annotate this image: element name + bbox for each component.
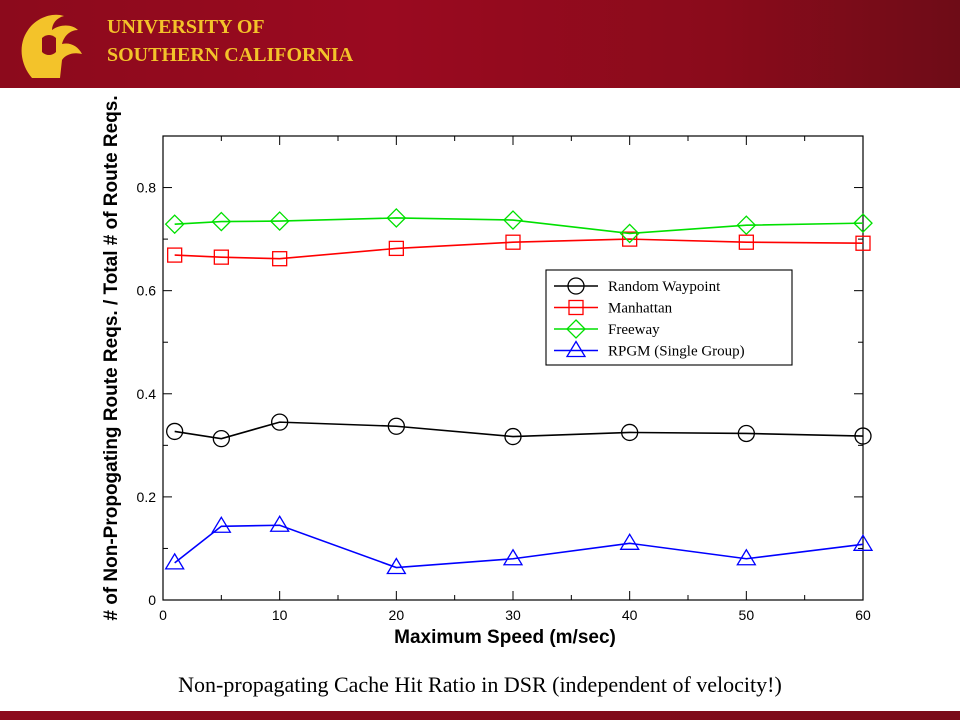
data-point [504, 427, 522, 446]
data-point [212, 429, 230, 448]
data-point [211, 516, 232, 533]
data-point [619, 533, 640, 550]
series-line [174, 217, 864, 235]
data-point [164, 552, 185, 570]
data-point [388, 240, 404, 257]
data-point [269, 514, 290, 532]
data-point [621, 423, 639, 442]
x-tick-label: 60 [855, 607, 871, 623]
x-tick-label: 30 [505, 607, 521, 623]
legend-label: Random Waypoint [608, 279, 721, 295]
line-chart: 0 10 20 30 40 50 60 0 0.2 0.4 0.6 0.8 Random Waypoi… [101, 95, 874, 648]
data-point [271, 413, 289, 431]
x-tick-label: 0 [159, 607, 167, 623]
y-axis-label: # of Non-Propogating Route Reqs. / Total… [101, 95, 122, 620]
legend-entry: Random Waypoint [554, 277, 721, 295]
data-point [737, 424, 755, 443]
series-rpgm-single-group [164, 514, 874, 575]
series-random-waypoint [166, 413, 872, 448]
trojan-helmet-icon [21, 14, 82, 78]
series-freeway [164, 208, 873, 244]
university-name-line1: UNIVERSITY OF [107, 16, 265, 38]
y-tick-label: 0.6 [137, 283, 157, 299]
university-name-line2: SOUTHERN CALIFORNIA [107, 44, 354, 66]
data-point [272, 251, 288, 267]
series-line [174, 238, 864, 260]
y-tick-label: 0.4 [137, 386, 157, 402]
data-point [211, 211, 232, 232]
data-point [164, 214, 185, 235]
university-name: UNIVERSITY OF SOUTHERN CALIFORNIA [107, 13, 353, 69]
legend-entry: RPGM (Single Group) [554, 340, 745, 360]
data-point [502, 548, 524, 566]
data-point [503, 210, 523, 230]
legend-label: Freeway [608, 322, 660, 338]
data-point [505, 234, 521, 250]
legend-label: RPGM (Single Group) [608, 344, 745, 360]
legend-label: Manhattan [608, 301, 673, 317]
x-tick-label: 50 [739, 607, 755, 623]
legend-entry: Manhattan [554, 299, 673, 317]
data-point [619, 223, 640, 244]
data-point [622, 231, 638, 247]
x-tick-label: 10 [272, 607, 288, 623]
data-point [738, 234, 754, 250]
header-banner: UNIVERSITY OF SOUTHERN CALIFORNIA [0, 0, 960, 88]
series-manhattan [167, 231, 871, 267]
data-point [736, 548, 757, 566]
y-tick-label: 0 [148, 592, 156, 608]
data-point [387, 417, 405, 435]
legend-marker [567, 277, 585, 295]
data-point [855, 235, 871, 251]
series-line [174, 421, 864, 440]
data-point [853, 213, 873, 234]
legend-marker [568, 299, 584, 316]
data-point [269, 211, 290, 231]
legend-entry: Freeway [554, 319, 660, 339]
footer-bar [0, 711, 960, 720]
data-point [213, 249, 229, 265]
data-point [736, 215, 757, 236]
legend-marker [565, 340, 587, 358]
series-line [174, 524, 864, 569]
data-point [386, 208, 407, 228]
data-point [386, 557, 407, 575]
data-point [166, 422, 184, 441]
data-point [167, 247, 183, 263]
x-axis-label: Maximum Speed (m/sec) [394, 627, 616, 648]
plot-frame [162, 135, 864, 601]
x-tick-label: 40 [622, 607, 638, 623]
x-tick-label: 20 [389, 607, 405, 623]
y-tick-label: 0.8 [137, 180, 157, 196]
y-tick-label: 0.2 [137, 489, 157, 505]
legend-marker [566, 319, 586, 339]
data-point [854, 427, 872, 445]
slide-caption: Non-propagating Cache Hit Ratio in DSR (… [178, 672, 782, 697]
data-point [852, 534, 874, 551]
